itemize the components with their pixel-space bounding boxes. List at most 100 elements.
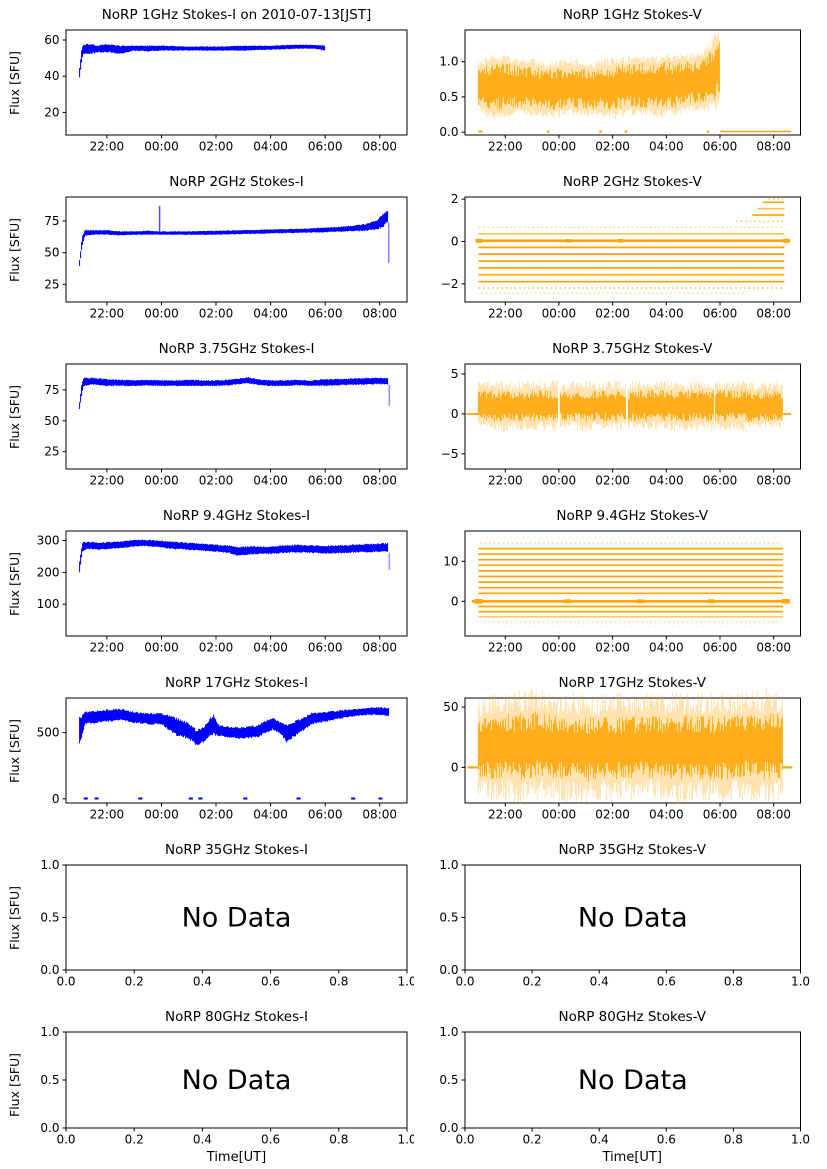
svg-text:02:00: 02:00: [595, 307, 630, 321]
svg-text:00:00: 00:00: [541, 140, 576, 154]
svg-text:25: 25: [44, 277, 59, 291]
svg-text:0.0: 0.0: [56, 1133, 75, 1147]
svg-text:−2: −2: [440, 277, 458, 291]
svg-text:5: 5: [450, 367, 458, 381]
svg-text:0.4: 0.4: [589, 1133, 608, 1147]
svg-text:22:00: 22:00: [488, 641, 523, 655]
svg-text:04:00: 04:00: [649, 474, 684, 488]
svg-text:0.0: 0.0: [455, 975, 474, 989]
svg-text:No Data: No Data: [182, 903, 292, 934]
svg-text:0: 0: [450, 594, 458, 608]
svg-text:No Data: No Data: [577, 1065, 687, 1096]
plot-title: NoRP 3.75GHz Stokes-V: [552, 341, 713, 357]
svg-text:02:00: 02:00: [199, 307, 234, 321]
svg-text:04:00: 04:00: [253, 474, 288, 488]
subplot-norp-3-75ghz-stokes-i: NoRP 3.75GHz Stokes-I Flux [SFU] 25 50 75 2…: [0, 334, 414, 501]
svg-text:50: 50: [44, 246, 59, 260]
svg-text:300: 300: [37, 534, 60, 548]
subplot-norp-80ghz-stokes-v: NoRP 80GHz Stokes-V 0.0 0.5 1.0 0.0 0.2 0.4 0.…: [414, 1002, 827, 1169]
svg-text:0: 0: [52, 792, 60, 806]
plot-title: NoRP 80GHz Stokes-I: [165, 1009, 308, 1025]
svg-text:22:00: 22:00: [90, 641, 125, 655]
svg-text:0.0: 0.0: [439, 963, 458, 977]
x-axis-label: Time[UT]: [206, 1150, 267, 1165]
svg-text:0.0: 0.0: [40, 1121, 59, 1135]
svg-text:00:00: 00:00: [541, 808, 576, 822]
plot-canvas-1ghz-stokes-v: 0.0 0.5 1.0 22:00 00:00 02:00 04:00 06:00 08:00: [439, 29, 801, 154]
plot-title: NoRP 35GHz Stokes-I: [165, 842, 308, 858]
svg-text:22:00: 22:00: [90, 808, 125, 822]
plot-title: NoRP 9.4GHz Stokes-I: [162, 508, 311, 524]
svg-text:02:00: 02:00: [199, 140, 234, 154]
svg-text:0.0: 0.0: [439, 125, 458, 139]
svg-text:22:00: 22:00: [90, 307, 125, 321]
svg-text:0.6: 0.6: [656, 1133, 675, 1147]
svg-text:75: 75: [44, 383, 59, 397]
subplot-norp-9-4ghz-stokes-i: NoRP 9.4GHz Stokes-I Flux [SFU] 100 200 30…: [0, 501, 414, 668]
svg-text:0.5: 0.5: [40, 1073, 59, 1087]
svg-text:06:00: 06:00: [702, 641, 737, 655]
svg-text:08:00: 08:00: [756, 474, 791, 488]
svg-text:04:00: 04:00: [253, 140, 288, 154]
svg-text:200: 200: [37, 565, 60, 579]
plot-title: NoRP 17GHz Stokes-V: [558, 675, 706, 691]
svg-text:0.6: 0.6: [261, 1133, 280, 1147]
svg-text:08:00: 08:00: [756, 641, 791, 655]
svg-text:22:00: 22:00: [90, 140, 125, 154]
svg-text:1.0: 1.0: [397, 975, 413, 989]
svg-text:0.0: 0.0: [439, 1121, 458, 1135]
plot-title: NoRP 80GHz Stokes-V: [558, 1009, 706, 1025]
subplot-norp-17ghz-stokes-v: NoRP 17GHz Stokes-V 0 50 22:00 00:00 02:00 04…: [414, 668, 827, 835]
svg-text:02:00: 02:00: [595, 808, 630, 822]
plot-title: NoRP 35GHz Stokes-V: [558, 842, 706, 858]
svg-text:0: 0: [450, 407, 458, 421]
svg-text:0.2: 0.2: [522, 1133, 541, 1147]
svg-text:0.8: 0.8: [723, 975, 742, 989]
svg-text:22:00: 22:00: [488, 808, 523, 822]
svg-text:0.0: 0.0: [455, 1133, 474, 1147]
plot-canvas-3-75ghz-stokes-i: 25 50 75 22:00 00:00 02:00 04:00 06:00 08:00: [44, 363, 408, 488]
svg-text:04:00: 04:00: [649, 140, 684, 154]
svg-text:08:00: 08:00: [362, 140, 397, 154]
svg-text:0.6: 0.6: [656, 975, 675, 989]
svg-text:22:00: 22:00: [488, 307, 523, 321]
svg-text:00:00: 00:00: [541, 307, 576, 321]
svg-text:02:00: 02:00: [199, 641, 234, 655]
svg-text:0: 0: [450, 760, 458, 774]
svg-text:0: 0: [450, 235, 458, 249]
svg-text:0.4: 0.4: [193, 975, 212, 989]
subplot-norp-1ghz-stokes-v: NoRP 1GHz Stokes-V 0.0 0.5 1.0 22:00 00:00 02…: [414, 0, 827, 167]
svg-text:08:00: 08:00: [756, 140, 791, 154]
svg-text:02:00: 02:00: [199, 474, 234, 488]
svg-text:22:00: 22:00: [488, 474, 523, 488]
svg-text:No Data: No Data: [182, 1065, 292, 1096]
svg-text:22:00: 22:00: [488, 140, 523, 154]
svg-text:00:00: 00:00: [541, 641, 576, 655]
svg-text:0.2: 0.2: [125, 975, 144, 989]
subplot-norp-35ghz-stokes-v: NoRP 35GHz Stokes-V 0.0 0.5 1.0 0.0 0.2 0.4 0.…: [414, 835, 827, 1002]
svg-text:06:00: 06:00: [702, 474, 737, 488]
svg-text:00:00: 00:00: [144, 808, 179, 822]
plot-canvas-9-4ghz-stokes-i: 100 200 300 22:00 00:00 02:00 04:00 06:00 08:00: [37, 530, 408, 655]
plot-canvas-80ghz-stokes-v: 0.0 0.5 1.0 0.0 0.2 0.4 0.6 0.8 1.0 No Data: [439, 1025, 810, 1147]
svg-text:−5: −5: [440, 447, 458, 461]
svg-text:50: 50: [44, 414, 59, 428]
plot-canvas-35ghz-stokes-i: 0.0 0.5 1.0 0.0 0.2 0.4 0.6 0.8 1.0 No Data: [40, 858, 413, 989]
svg-text:0.5: 0.5: [439, 90, 458, 104]
svg-text:0.0: 0.0: [56, 975, 75, 989]
plot-title: NoRP 9.4GHz Stokes-V: [556, 508, 709, 524]
plot-title: NoRP 2GHz Stokes-V: [562, 174, 702, 190]
svg-text:00:00: 00:00: [144, 140, 179, 154]
svg-text:0.4: 0.4: [193, 1133, 212, 1147]
svg-text:00:00: 00:00: [144, 307, 179, 321]
svg-text:0.8: 0.8: [723, 1133, 742, 1147]
svg-text:08:00: 08:00: [362, 808, 397, 822]
subplot-norp-3-75ghz-stokes-v: NoRP 3.75GHz Stokes-V −5 0 5 22:00 00:00 02:0…: [414, 334, 827, 501]
svg-text:02:00: 02:00: [595, 140, 630, 154]
plot-canvas-17ghz-stokes-v: 0 50 22:00 00:00 02:00 04:00 06:00 08:00: [443, 689, 801, 822]
subplot-norp-80ghz-stokes-i: NoRP 80GHz Stokes-I Flux [SFU] 0.0 0.5 1.0…: [0, 1002, 414, 1169]
svg-text:No Data: No Data: [577, 903, 687, 934]
svg-text:04:00: 04:00: [253, 641, 288, 655]
svg-text:06:00: 06:00: [308, 641, 343, 655]
